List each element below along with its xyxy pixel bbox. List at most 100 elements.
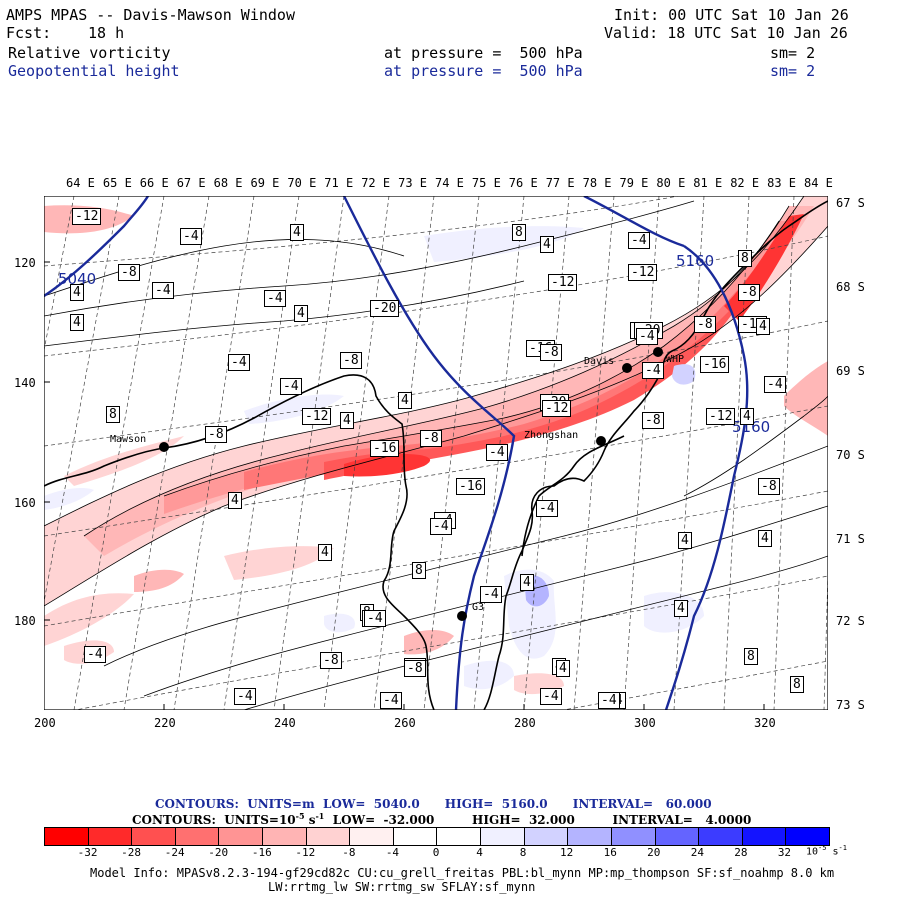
vorticity-label: 4 (70, 284, 84, 301)
longitude-label: 73 E (398, 176, 427, 190)
vorticity-label: 4 (756, 318, 770, 335)
vorticity-label: 4 (678, 532, 692, 549)
colorbar-tick-label: 12 (560, 846, 574, 859)
vorticity-contour-info: CONTOURS: UNITS=10-5 s-1 LOW= -32.000 HI… (132, 811, 752, 827)
field1-name: Relative vorticity (8, 44, 171, 62)
station-mawson-marker (159, 442, 169, 452)
vorticity-label: -4 (642, 362, 664, 379)
colorbar-tick-label: 20 (647, 846, 661, 859)
station-label: Zhongshan (524, 430, 578, 441)
vorticity-label: -4 (764, 376, 786, 393)
colorbar-tick-label: 8 (519, 846, 527, 859)
colorbar-tick-label: 32 (777, 846, 792, 859)
vorticity-label: -8 (118, 264, 140, 281)
height-contour-info: CONTOURS: UNITS=m LOW= 5040.0 HIGH= 5160… (155, 797, 712, 811)
stations: Mawson Davis WHP Zhongshan G3 (110, 347, 684, 621)
colorbar-segment (349, 828, 393, 845)
colorbar-segment (218, 828, 263, 845)
vorticity-label: -4 (636, 328, 658, 345)
y-axis-label: 160 (14, 496, 36, 510)
vorticity-label: -4 (264, 290, 286, 307)
colorbar-tick-label: 4 (476, 846, 483, 859)
x-axis-label: 220 (154, 716, 176, 730)
vorticity-label: -8 (205, 426, 227, 443)
station-davis-marker (622, 363, 632, 373)
plot-title: AMPS MPAS -- Davis-Mawson Window (6, 6, 295, 24)
y-axis-label: 180 (14, 614, 36, 628)
colorbar-tick-label: -20 (208, 846, 229, 859)
colorbar-segment (567, 828, 611, 845)
longitude-label: 71 E (324, 176, 354, 190)
vorticity-label: -4 (536, 500, 558, 517)
axis-ticks (44, 261, 765, 710)
colorbar-tick-label: 16 (603, 846, 617, 859)
longitude-label: 75 E (471, 176, 501, 190)
station-g3-marker (457, 611, 467, 621)
longitude-label: 68 E (213, 176, 243, 190)
x-axis-label: 280 (514, 716, 536, 730)
colorbar-segment (45, 828, 88, 845)
valid-time: Valid: 18 UTC Sat 10 Jan 26 (604, 24, 848, 42)
vorticity-label: -4 (228, 354, 250, 371)
longitude-label: 66 E (139, 176, 169, 190)
vorticity-label: 8 (744, 648, 758, 665)
field2-smoothing: sm= 2 (770, 62, 816, 80)
longitude-label: 70 E (287, 176, 317, 190)
vorticity-label: -8 (420, 430, 442, 447)
colorbar-segment (610, 828, 655, 845)
colorbar-segment (523, 828, 568, 845)
field1-smoothing: sm= 2 (770, 44, 816, 62)
longitude-label: 80 E (656, 176, 686, 190)
vorticity-label: -8 (540, 344, 562, 361)
latitude-label: 67 S (836, 196, 865, 210)
station-whp-marker (653, 347, 663, 357)
station-label: WHP (666, 354, 684, 365)
latitude-label: 68 S (836, 280, 865, 294)
x-axis-label: 260 (394, 716, 416, 730)
vorticity-label: -20 (370, 300, 400, 317)
colorbar-segment (392, 828, 437, 845)
vorticity-label: -8 (758, 478, 780, 495)
vorticity-label: -4 (540, 688, 562, 705)
x-axis-label: 300 (634, 716, 656, 730)
colorbar-tick-label: -16 (251, 846, 272, 859)
colorbar-segment (654, 828, 699, 845)
vorticity-label: -4 (152, 282, 174, 299)
latitude-label: 70 S (836, 448, 865, 462)
longitude-label: 83 E (767, 176, 796, 190)
vorticity-label: -8 (642, 412, 664, 429)
colorbar-tick-label: -32 (77, 846, 98, 859)
height-contours (44, 196, 749, 710)
colorbar-segment (698, 828, 742, 845)
vorticity-label: -4 (180, 228, 202, 245)
vorticity-label: 4 (740, 408, 754, 425)
colorbar-tick-label: -12 (295, 846, 316, 859)
colorbar-tick-label: 24 (690, 846, 704, 859)
vorticity-label: -12 (706, 408, 736, 425)
colorbar-segment (480, 828, 524, 845)
latitude-label: 73 S (836, 698, 865, 712)
latitude-label: 71 S (836, 532, 865, 546)
longitude-label: 81 E (693, 176, 723, 190)
vorticity-label: -12 (628, 264, 658, 281)
vorticity-label: -12 (302, 408, 332, 425)
vorticity-label: 8 (106, 406, 120, 423)
longitude-label: 77 E (545, 176, 575, 190)
vorticity-label: -4 (598, 692, 620, 709)
vorticity-label: -4 (84, 646, 106, 663)
latitude-label: 69 S (836, 364, 865, 378)
station-label: G3 (472, 602, 484, 613)
vorticity-label: -8 (320, 652, 342, 669)
x-axis-label: 240 (274, 716, 296, 730)
vorticity-label: -8 (694, 316, 716, 333)
vorticity-label: 4 (318, 544, 332, 561)
field2-name: Geopotential height (8, 62, 180, 80)
colorbar-unit: 10-5 s-1 (806, 844, 847, 858)
vorticity-label: -8 (738, 284, 760, 301)
model-info-line1: Model Info: MPASv8.2.3-194-gf29cd82c CU:… (90, 866, 835, 880)
longitude-label: 74 E (435, 176, 464, 190)
latitude-label: 72 S (836, 614, 865, 628)
vorticity-label: 8 (738, 250, 752, 267)
vorticity-label: 8 (790, 676, 804, 693)
longitude-label: 65 E (102, 176, 132, 190)
